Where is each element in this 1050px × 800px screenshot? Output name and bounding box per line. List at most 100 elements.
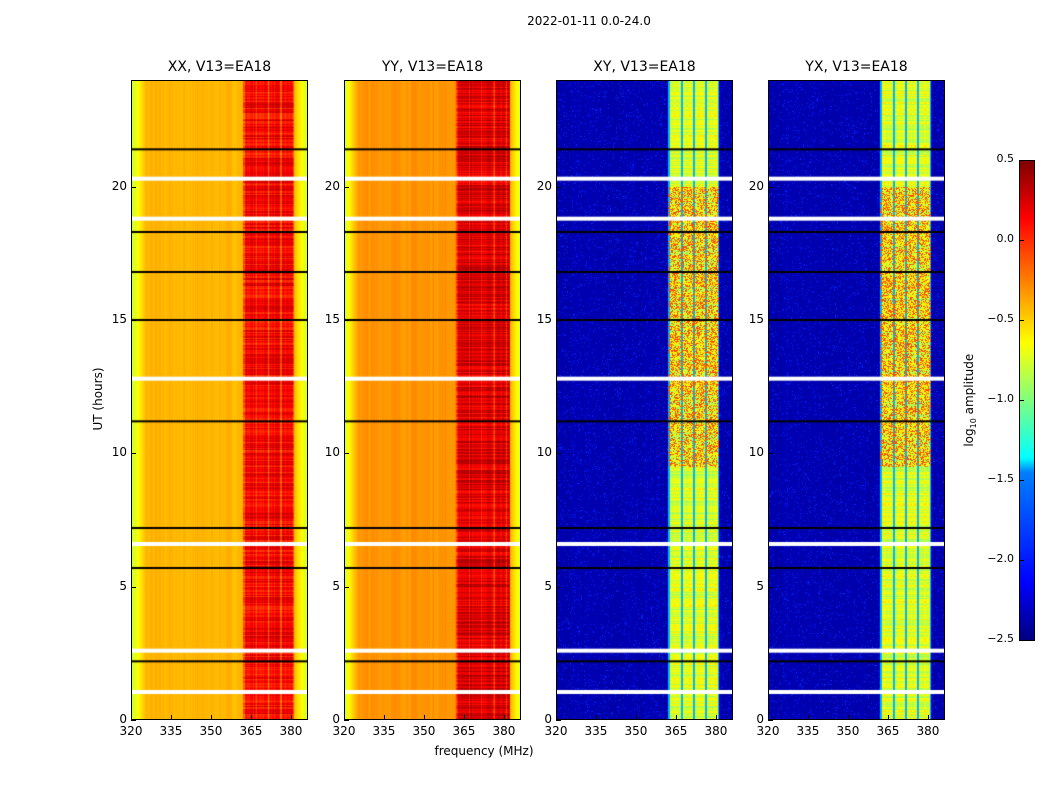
axes-frame — [131, 80, 308, 720]
y-tick-label: 5 — [544, 578, 552, 593]
y-tick — [344, 186, 349, 188]
axes-frame — [344, 80, 521, 720]
x-tick — [595, 715, 597, 720]
x-tick-label: 350 — [836, 724, 860, 738]
y-tick-label: 10 — [111, 445, 127, 460]
panel-title: XY, V13=EA18 — [593, 59, 696, 75]
panel-yx: YX, V13=EA18 320 335 350 365 380 0 5 10 15 20 — [749, 59, 945, 738]
y-tick-label: 0 — [544, 712, 552, 726]
x-tick — [847, 715, 849, 720]
y-tick-label: 5 — [119, 578, 127, 593]
x-tick — [927, 715, 929, 720]
x-tick-label: 365 — [239, 724, 263, 738]
x-tick-label: 350 — [199, 724, 223, 738]
x-tick — [344, 715, 345, 720]
x-tick — [131, 715, 132, 720]
x-tick-label: 365 — [664, 724, 688, 738]
y-tick-label: 10 — [324, 445, 340, 460]
y-tick — [131, 453, 136, 455]
x-tick — [556, 715, 557, 720]
heatmap — [768, 80, 945, 720]
colorbar-tick-label: −1.5 — [987, 472, 1014, 485]
x-tick — [290, 715, 292, 720]
panel-xy: XY, V13=EA18 320 335 350 365 380 0 5 10 15 20 — [537, 59, 733, 738]
heatmap — [344, 80, 521, 720]
x-tick-label: 380 — [916, 724, 940, 738]
axes-frame — [768, 80, 945, 720]
y-tick-label: 20 — [536, 178, 552, 193]
x-tick — [250, 715, 252, 720]
x-tick-label: 350 — [412, 724, 436, 738]
colorbar-tick — [1020, 640, 1024, 641]
y-tick-label: 15 — [748, 312, 764, 326]
x-tick — [768, 715, 769, 720]
colorbar-tick — [1020, 400, 1024, 401]
colorbar-tick-label: 0.0 — [996, 232, 1015, 245]
figure-title: 2022-01-11 0.0-24.0 — [527, 14, 651, 28]
x-tick — [170, 715, 172, 720]
y-tick-label: 20 — [324, 178, 340, 193]
y-tick — [556, 720, 561, 721]
x-tick-label: 365 — [452, 724, 476, 738]
heatmap — [556, 80, 733, 720]
colorbar-tick-label: −2.0 — [987, 552, 1014, 565]
x-tick — [423, 715, 425, 720]
y-tick-label: 20 — [111, 178, 127, 193]
y-tick-label: 15 — [536, 312, 552, 326]
x-tick — [635, 715, 637, 720]
x-tick — [210, 715, 212, 720]
y-tick-label: 5 — [756, 578, 764, 593]
panel-yy: YY, V13=EA18 320 335 350 365 380 0 5 10 15 20 — [325, 59, 521, 738]
y-tick-label: 20 — [748, 178, 764, 193]
y-tick — [768, 586, 773, 588]
axes-frame — [556, 80, 733, 720]
colorbar-tick — [1020, 320, 1024, 321]
y-tick-label: 0 — [756, 712, 764, 726]
x-tick — [887, 715, 889, 720]
y-tick — [768, 720, 773, 721]
x-tick-label: 380 — [279, 724, 303, 738]
x-tick-label: 380 — [704, 724, 728, 738]
colorbar — [1019, 160, 1035, 641]
x-tick-label: 320 — [119, 724, 143, 738]
y-tick — [556, 320, 561, 321]
y-tick — [768, 453, 773, 455]
x-axis-label: frequency (MHz) — [434, 744, 534, 758]
x-tick — [383, 715, 385, 720]
x-tick — [715, 715, 717, 720]
y-tick — [556, 586, 561, 588]
colorbar-tick — [1020, 560, 1024, 561]
panel-title: YX, V13=EA18 — [805, 59, 908, 75]
y-tick-label: 10 — [536, 445, 552, 460]
x-tick-label: 335 — [584, 724, 608, 738]
y-tick — [131, 720, 136, 721]
y-tick-label: 0 — [119, 712, 127, 726]
y-tick — [768, 320, 773, 321]
heatmap — [131, 80, 308, 720]
x-tick — [503, 715, 505, 720]
y-tick-label: 15 — [324, 312, 340, 326]
colorbar-tick-label: −0.5 — [987, 312, 1014, 325]
colorbar-tick-label: −2.5 — [987, 632, 1014, 645]
y-tick — [344, 320, 349, 321]
x-tick-label: 320 — [332, 724, 356, 738]
y-tick — [344, 453, 349, 455]
x-tick — [463, 715, 465, 720]
x-tick-label: 320 — [756, 724, 780, 738]
x-tick-label: 380 — [492, 724, 516, 738]
x-tick-label: 350 — [624, 724, 648, 738]
y-tick-label: 0 — [332, 712, 340, 726]
x-tick — [675, 715, 677, 720]
x-tick-label: 335 — [372, 724, 396, 738]
colorbar-tick — [1020, 480, 1024, 481]
colorbar-tick-label: −1.0 — [987, 392, 1014, 405]
x-tick-label: 335 — [796, 724, 820, 738]
y-tick-label: 10 — [748, 445, 764, 460]
x-tick-label: 335 — [159, 724, 183, 738]
panel-title: XX, V13=EA18 — [167, 59, 272, 75]
colorbar-tick-label: 0.5 — [996, 152, 1015, 165]
y-axis-label: UT (hours) — [91, 367, 105, 431]
x-tick-label: 320 — [544, 724, 568, 738]
x-tick-label: 365 — [876, 724, 900, 738]
y-tick — [131, 186, 136, 188]
